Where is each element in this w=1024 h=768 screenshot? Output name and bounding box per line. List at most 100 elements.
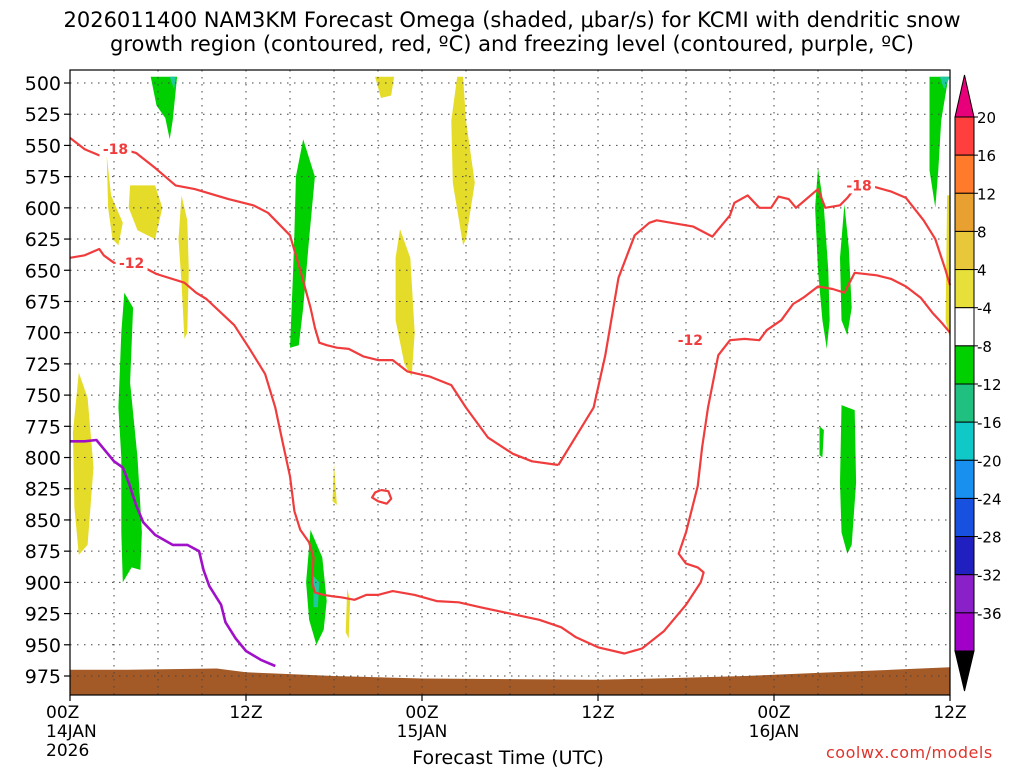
plot-frame	[69, 69, 951, 696]
omega-region-15	[815, 167, 830, 349]
x-axis-title: Forecast Time (UTC)	[412, 747, 603, 768]
x-tick-label: 12Z	[229, 703, 262, 723]
colorbar-swatch	[954, 116, 975, 156]
y-tick-label: 725	[25, 354, 61, 376]
terrain-layer	[70, 667, 950, 695]
colorbar-swatch	[954, 612, 975, 652]
source-credit: coolwx.com/models	[826, 743, 993, 762]
omega-region-4	[375, 76, 395, 98]
chart-title-line-2: growth region (contoured, red, ºC) and f…	[110, 32, 914, 56]
x-tick-year: 2026	[46, 741, 89, 761]
y-tick-label: 850	[25, 510, 61, 532]
x-tick-label: 00Z	[46, 703, 79, 723]
y-tick-label: 525	[25, 104, 61, 126]
colorbar-label: -36	[977, 605, 1002, 623]
colorbar-swatch	[954, 536, 975, 576]
omega-region-8	[345, 588, 351, 639]
y-tick-label: 750	[25, 385, 61, 407]
omega-region-16	[840, 204, 852, 336]
colorbar-label: -8	[977, 338, 992, 356]
contour-label: -12	[119, 256, 144, 272]
colorbar-label: 8	[977, 223, 987, 241]
colorbar-label: 16	[977, 147, 996, 165]
colorbar-label: -12	[977, 376, 1002, 394]
y-tick-label: 675	[25, 291, 61, 313]
colorbar-swatch	[954, 497, 975, 538]
y-tick-label: 925	[25, 604, 61, 626]
omega-shading-layer	[72, 76, 950, 645]
y-tick-label: 500	[25, 73, 61, 95]
y-tick-label: 650	[25, 260, 61, 282]
contour-line-3	[371, 488, 393, 505]
colorbar-swatch	[954, 307, 975, 347]
colorbar-label: 4	[977, 262, 987, 280]
colorbar-swatch	[954, 269, 975, 309]
y-tick-label: 950	[25, 635, 61, 657]
colorbar-top-arrow	[954, 74, 975, 118]
omega-region-3	[178, 195, 189, 339]
omega-region-0	[72, 372, 94, 555]
y-tick-label: 600	[25, 198, 61, 220]
contour-line-2	[69, 247, 951, 655]
colorbar-label: 12	[977, 185, 996, 203]
colorbar-swatch	[954, 192, 975, 232]
omega-region-1	[106, 155, 123, 246]
contour-line-0	[69, 137, 559, 467]
omega-region-9	[945, 195, 950, 339]
omega-region-12	[118, 292, 142, 583]
contour-label-bg	[674, 331, 707, 349]
y-tick-label: 800	[25, 448, 61, 470]
x-tick-label: 00Z	[405, 703, 438, 723]
colorbar-label: -20	[977, 452, 1002, 470]
colorbar-swatch	[954, 230, 975, 271]
x-tick-date: 14JAN	[46, 722, 97, 742]
y-tick-label: 875	[25, 541, 61, 563]
colorbar-label: -16	[977, 414, 1002, 432]
contour-label: -18	[103, 142, 128, 158]
omega-region-21	[939, 76, 950, 90]
omega-region-19	[169, 76, 176, 90]
omega-region-6	[451, 76, 475, 246]
x-tick-label: 12Z	[581, 703, 614, 723]
x-tick-label: 00Z	[757, 703, 790, 723]
y-axis: 500 525 550 575 600 625 650 675 700 725 750 775 800 8…	[25, 73, 70, 688]
y-tick-label: 825	[25, 479, 61, 501]
colorbar-swatch	[954, 574, 975, 614]
omega-region-5	[395, 229, 415, 377]
y-tick-label: 900	[25, 572, 61, 594]
colorbar-label: 20	[977, 109, 996, 127]
omega-region-14	[929, 76, 949, 208]
contour-label: -12	[678, 333, 703, 349]
omega-region-17	[840, 405, 857, 554]
colorbar-swatch	[954, 154, 975, 194]
contour-layer: -18 -18 -12 -12	[69, 137, 952, 668]
y-tick-label: 575	[25, 167, 61, 189]
contour-line-4	[70, 438, 276, 668]
y-tick-label: 625	[25, 229, 61, 251]
colorbar-label: -28	[977, 529, 1002, 547]
colorbar-label: -24	[977, 490, 1002, 508]
terrain-fill	[70, 667, 950, 695]
y-tick-label: 550	[25, 135, 61, 157]
contour-label-bg	[99, 140, 132, 158]
y-tick-label: 975	[25, 666, 61, 688]
colorbar-label: -4	[977, 300, 992, 318]
chart-title-line-1: 2026011400 NAM3KM Forecast Omega (shaded…	[63, 8, 961, 32]
omega-region-11	[290, 139, 315, 348]
contour-label-bg	[115, 253, 148, 271]
colorbar-bottom-arrow	[954, 650, 975, 692]
omega-region-18	[819, 426, 824, 458]
contour-label: -18	[846, 178, 871, 194]
colorbar-label: -32	[977, 567, 1002, 585]
x-tick-date: 16JAN	[749, 722, 800, 742]
omega-region-7	[332, 463, 337, 505]
grid-layer	[70, 70, 950, 695]
colorbar-swatch	[954, 345, 975, 385]
contour-line-1	[557, 184, 952, 466]
omega-region-10	[150, 76, 178, 140]
colorbar-swatch	[954, 459, 975, 499]
omega-region-2	[128, 185, 163, 240]
y-tick-label: 775	[25, 416, 61, 438]
contour-label-bg	[843, 176, 876, 194]
